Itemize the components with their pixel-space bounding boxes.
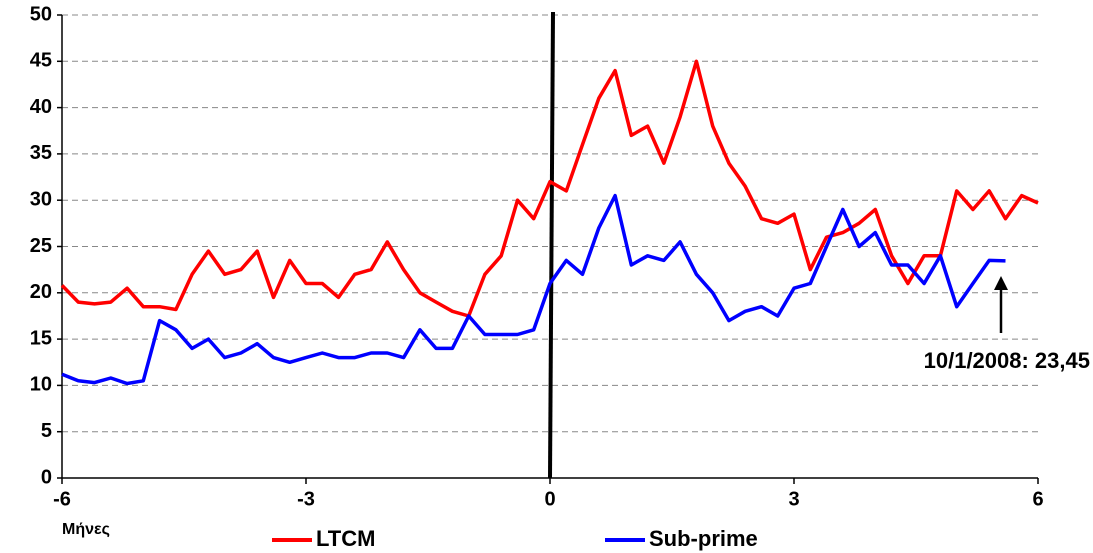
x-tick-label: 3: [788, 488, 799, 510]
y-tick-label: 0: [41, 466, 52, 488]
arrow-head: [994, 276, 1008, 290]
series-line: [60, 59, 1039, 318]
y-tick-label: 35: [30, 142, 52, 164]
y-tick-label: 25: [30, 235, 52, 257]
y-tick-label: 10: [30, 374, 52, 396]
y-tick-label: 40: [30, 96, 52, 118]
y-tick-label: 45: [30, 50, 52, 72]
x-tick-label: 6: [1032, 488, 1043, 510]
y-tick-label: 5: [41, 420, 52, 442]
y-tick-label: 15: [30, 327, 52, 349]
x-tick-label: 0: [544, 488, 555, 510]
annotation: 10/1/2008: 23,45: [924, 348, 1090, 373]
y-tick-label: 30: [30, 188, 52, 210]
legend-label: Sub-prime: [649, 526, 758, 551]
x-tick-label: -3: [297, 488, 315, 510]
event-line: [548, 11, 555, 479]
legend-label: LTCM: [316, 526, 375, 551]
y-tick-label: 20: [30, 281, 52, 303]
x-axis-label: Μήνες: [62, 521, 110, 538]
series-line: [61, 193, 1006, 386]
y-tick-label: 50: [30, 3, 52, 25]
x-tick-label: -6: [53, 488, 71, 510]
